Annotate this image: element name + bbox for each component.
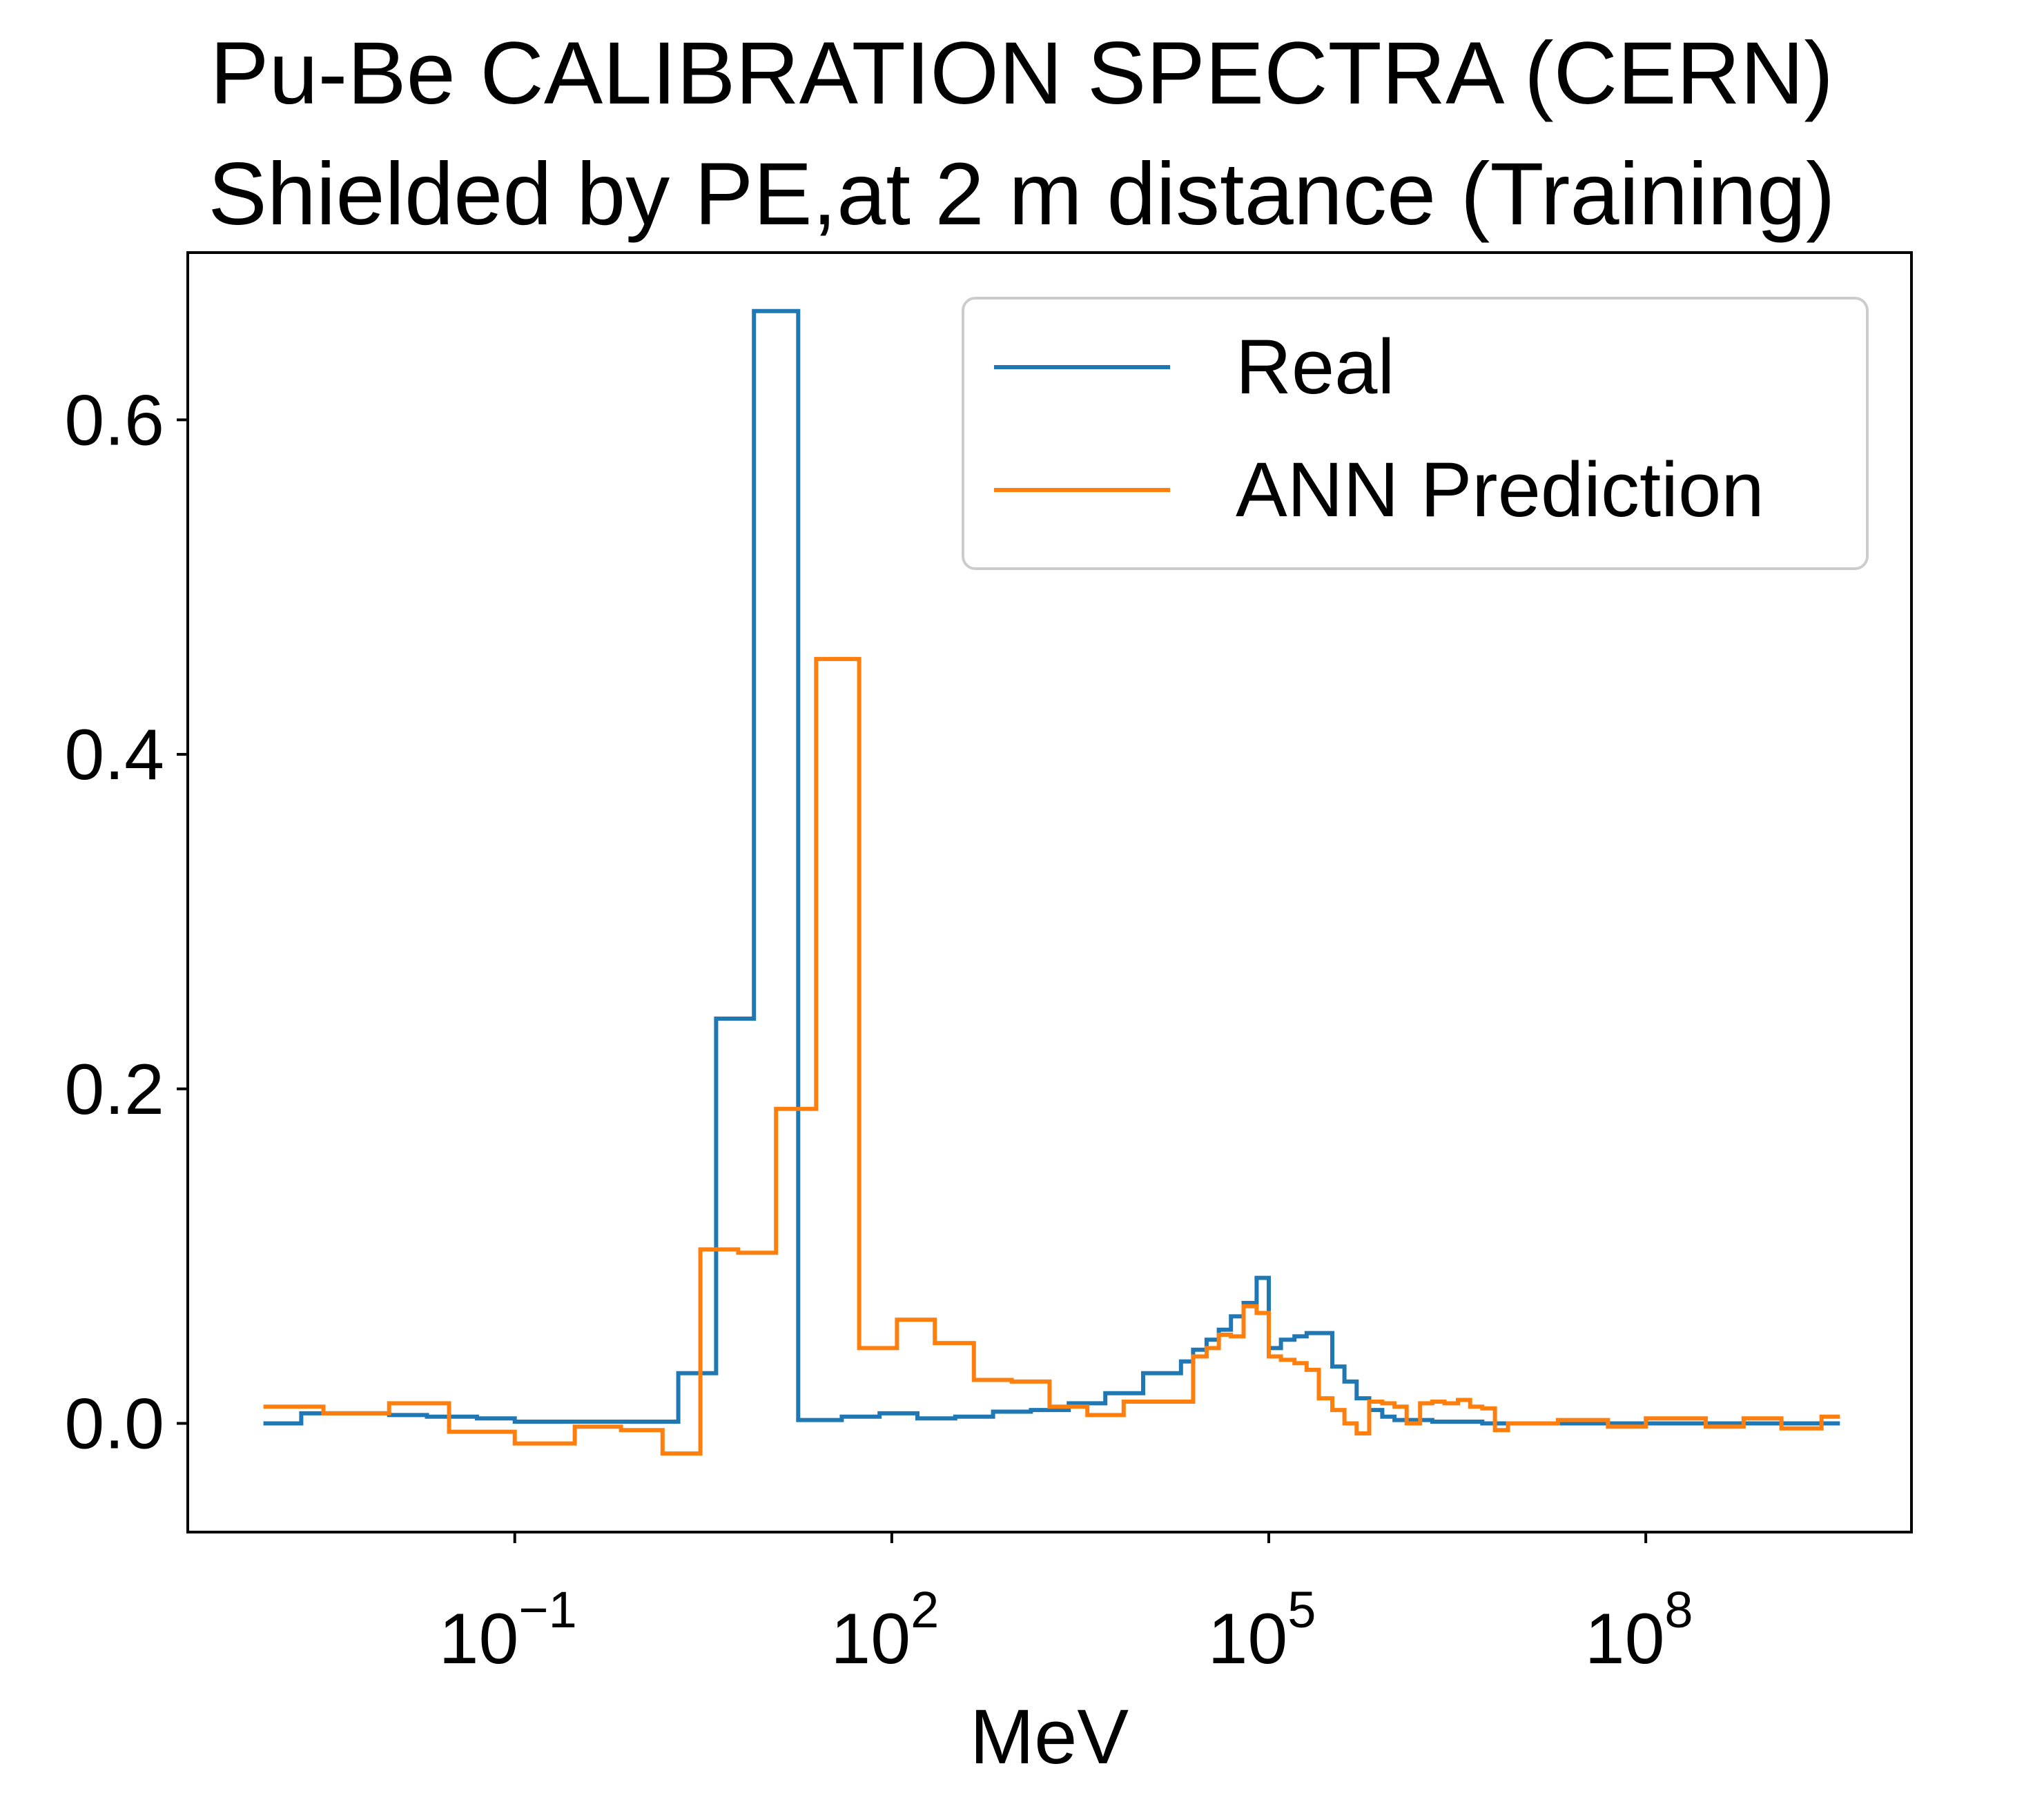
x-axis-label: MeV [970, 1694, 1129, 1780]
chart-subtitle: Shielded by PE,at 2 m distance (Training… [208, 145, 1835, 244]
legend-label-ann-prediction: ANN Prediction [1236, 447, 1764, 533]
x-tick-label-base: 10 [1208, 1599, 1288, 1679]
series-line-ann-prediction [263, 656, 1840, 1456]
legend-label-real: Real [1236, 324, 1394, 410]
y-tick-label: 0.6 [64, 380, 164, 460]
legend-frame [962, 297, 1869, 570]
x-tick-label-base: 10 [1585, 1599, 1665, 1679]
x-tick-label: 10−1 [439, 1581, 577, 1679]
series-line-real [263, 308, 1840, 1426]
y-tick-label: 0.2 [64, 1050, 164, 1130]
x-tick-label: 105 [1208, 1581, 1316, 1679]
series-layer [263, 308, 1840, 1456]
y-axis: 0.0 0.2 0.4 0.6 [64, 380, 188, 1464]
legend: Real ANN Prediction [962, 297, 1869, 570]
x-tick-label-base: 10 [830, 1599, 911, 1679]
x-tick-label-base: 10 [439, 1599, 519, 1679]
x-tick-label-exponent: 8 [1664, 1581, 1693, 1638]
x-tick-label-exponent: 2 [911, 1581, 939, 1638]
x-tick-label: 108 [1585, 1581, 1693, 1679]
y-tick-label: 0.4 [64, 715, 164, 795]
x-axis: 10−1 102 105 108 [439, 1532, 1693, 1679]
plot-area-frame [186, 251, 1913, 1533]
x-tick-label: 102 [830, 1581, 939, 1679]
x-tick-label-exponent: 5 [1287, 1581, 1316, 1638]
chart-title: Pu-Be CALIBRATION SPECTRA (CERN) [210, 24, 1833, 123]
y-tick-label: 0.0 [64, 1384, 164, 1464]
x-tick-label-exponent: −1 [518, 1581, 576, 1638]
